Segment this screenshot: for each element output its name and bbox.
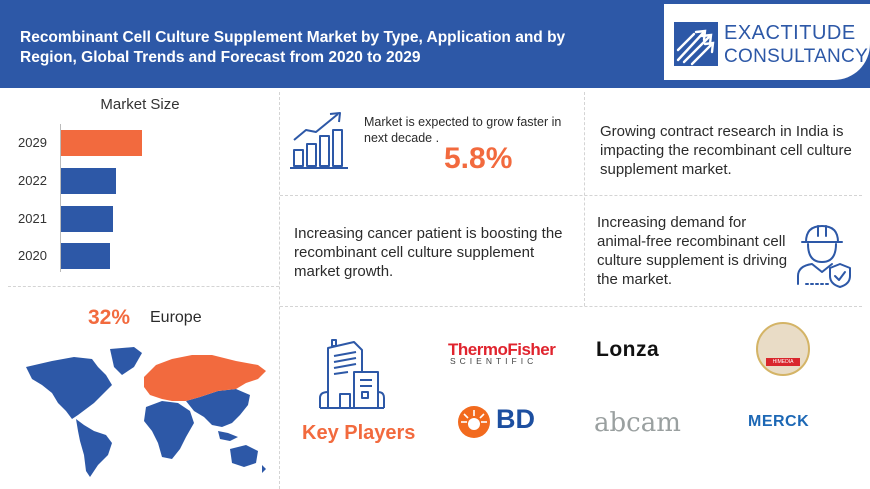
fact-india-contract-research: Growing contract research in India is im…	[600, 123, 852, 178]
bar-2020	[61, 243, 110, 269]
bar-2022	[61, 168, 116, 194]
brand-merck: MERCK	[748, 413, 810, 430]
region-name: Europe	[150, 309, 202, 326]
worker-shield-icon	[794, 222, 856, 288]
growth-chart-icon	[288, 110, 350, 172]
world-map	[22, 345, 268, 480]
divider-vertical-mid	[584, 92, 585, 306]
bar-label: 2020	[18, 248, 47, 263]
page-title: Recombinant Cell Culture Supplement Mark…	[20, 29, 566, 66]
divider-vertical-left	[279, 92, 280, 489]
divider-left-horizontal	[8, 286, 279, 287]
header-banner: Recombinant Cell Culture Supplement Mark…	[0, 0, 870, 88]
divider-mid-horizontal-2	[280, 306, 862, 307]
bar-label: 2029	[18, 135, 47, 150]
brand-lonza: Lonza	[596, 338, 660, 361]
logo-text-line1: EXACTITUDE	[724, 22, 856, 44]
chart-axis	[60, 124, 61, 272]
bd-sun-icon	[458, 406, 490, 438]
growth-description: Market is expected to grow faster in nex…	[364, 115, 562, 145]
bar-label: 2022	[18, 173, 47, 188]
brand-thermofisher: ThermoFisher	[448, 340, 556, 359]
bar-label: 2021	[18, 211, 47, 226]
bar-2029	[61, 130, 142, 156]
region-percentage: 32%	[88, 306, 131, 329]
fact-cancer-patients: Increasing cancer patient is boosting th…	[294, 225, 563, 280]
divider-mid-horizontal-1	[280, 195, 862, 196]
company-logo: EXACTITUDE CONSULTANCY	[664, 4, 870, 80]
brand-himedia-logo: HIMEDIA	[756, 322, 810, 376]
brand-thermofisher-sub: SCIENTIFIC	[450, 356, 538, 366]
logo-text-line2: CONSULTANCY	[724, 46, 869, 67]
bar-2021	[61, 206, 113, 232]
chart-title: Market Size	[100, 96, 180, 113]
building-icon	[318, 338, 386, 410]
brand-abcam: abcam	[594, 408, 681, 438]
fact-animal-free-demand: Increasing demand for animal-free recomb…	[597, 214, 788, 288]
brand-bd: BD	[496, 404, 535, 434]
key-players-label: Key Players	[302, 422, 416, 444]
himedia-badge: HIMEDIA	[766, 358, 800, 366]
logo-arrows-icon	[674, 22, 718, 66]
cagr-value: 5.8%	[444, 142, 513, 175]
